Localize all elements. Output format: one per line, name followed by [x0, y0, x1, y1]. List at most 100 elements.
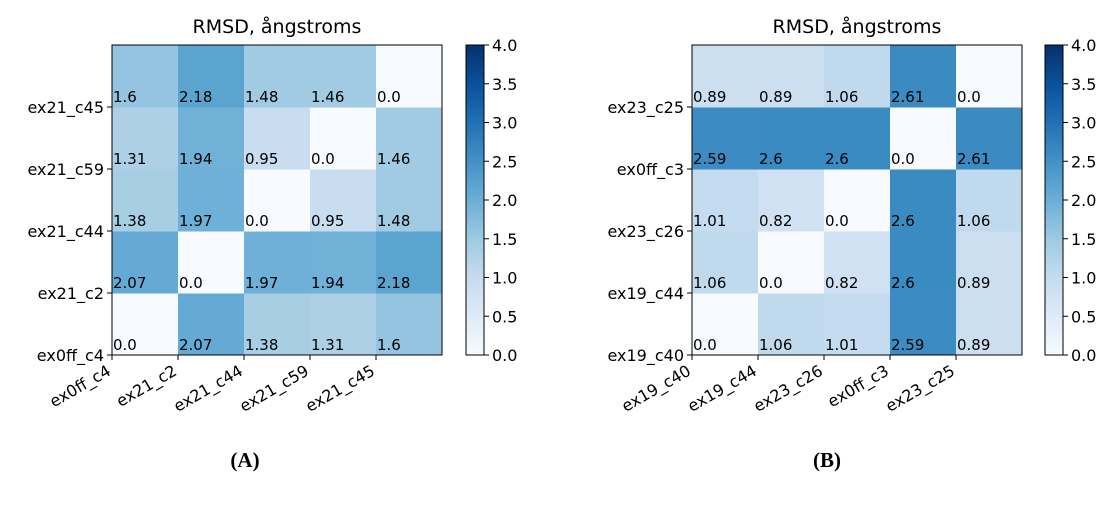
heatmap-cell-a-r0-c3: [310, 293, 377, 356]
colorbar-tick-label-a-3: 1.5: [492, 230, 517, 249]
x-tick-label-a-1: ex21_c2: [113, 361, 180, 412]
heatmap-cell-b-r1-c2: [824, 231, 891, 294]
cell-value-label-a-r4-c2: 1.48: [245, 88, 278, 106]
cell-value-label-b-r3-c2: 2.6: [825, 150, 849, 168]
colorbar-tick-label-b-3: 1.5: [1071, 230, 1096, 249]
heatmap-cell-b-r4-c0: [692, 45, 759, 108]
heatmap-cell-a-r4-c4: [376, 45, 443, 108]
cell-value-label-b-r2-c2: 0.0: [825, 212, 849, 230]
heatmap-cell-b-r1-c3: [890, 231, 957, 294]
cell-value-label-a-r2-c1: 1.97: [179, 212, 212, 230]
cell-value-label-a-r0-c3: 1.31: [311, 336, 344, 354]
cell-value-label-a-r3-c2: 0.95: [245, 150, 278, 168]
y-tick-label-a-1: ex21_c2: [38, 284, 104, 304]
cell-value-label-a-r2-c3: 0.95: [311, 212, 344, 230]
colorbar-b: [1044, 44, 1064, 356]
heatmap-cell-a-r0-c0: [112, 293, 179, 356]
heatmap-cell-b-r2-c2: [824, 169, 891, 232]
cell-value-label-a-r1-c4: 2.18: [377, 274, 410, 292]
cell-value-label-a-r1-c1: 0.0: [179, 274, 203, 292]
cell-value-label-b-r2-c0: 1.01: [693, 212, 726, 230]
heatmap-panel-a: 0.0 2.07 1.38 1.31 1.6 2.07 0.0 1.97 1.94 2.18 1.3…: [27, 15, 517, 417]
cell-value-label-b-r1-c3: 2.6: [891, 274, 915, 292]
heatmap-cell-b-r0-c3: [890, 293, 957, 356]
cell-value-label-a-r2-c4: 1.48: [377, 212, 410, 230]
colorbar-a: [465, 44, 485, 356]
heatmap-cell-a-r1-c3: [310, 231, 377, 294]
heatmap-cell-b-r0-c2: [824, 293, 891, 356]
heatmap-cell-b-r1-c0: [692, 231, 759, 294]
y-tick-label-a-0: ex0ff_c4: [37, 346, 104, 366]
cell-value-label-a-r0-c2: 1.38: [245, 336, 278, 354]
heatmap-cell-a-r2-c4: [376, 169, 443, 232]
heatmap-cell-b-r2-c4: [956, 169, 1023, 232]
cell-value-label-a-r4-c3: 1.46: [311, 88, 344, 106]
cell-value-label-b-r0-c3: 2.59: [891, 336, 924, 354]
heatmap-cell-b-r3-c2: [824, 107, 891, 170]
cell-value-label-b-r4-c4: 0.0: [957, 88, 981, 106]
cell-value-label-a-r1-c0: 2.07: [113, 274, 146, 292]
heatmap-panel-b: 0.0 1.06 1.01 2.59 0.89 1.06 0.0 0.82 2.6 0.89 1.0…: [607, 15, 1096, 417]
y-tick-label-b-2: ex23_c26: [607, 222, 684, 242]
heatmap-cell-a-r3-c0: [112, 107, 179, 170]
cell-value-label-a-r0-c1: 2.07: [179, 336, 212, 354]
heatmap-cell-b-r4-c1: [758, 45, 825, 108]
heatmap-cell-b-r4-c4: [956, 45, 1023, 108]
colorbar-tick-label-b-0: 0.0: [1071, 346, 1096, 365]
cell-value-label-a-r4-c4: 0.0: [377, 88, 401, 106]
x-tick-label-b-1: ex19_c44: [684, 361, 760, 417]
heatmap-cell-b-r3-c1: [758, 107, 825, 170]
heatmap-cell-b-r4-c3: [890, 45, 957, 108]
x-tick-label-b-2: ex23_c26: [750, 361, 826, 417]
colorbar-tick-label-a-8: 4.0: [492, 36, 517, 55]
heatmap-cell-a-r2-c1: [178, 169, 245, 232]
cell-value-label-a-r2-c0: 1.38: [113, 212, 146, 230]
chart-title-a: RMSD, ångstroms: [193, 15, 362, 38]
heatmap-cell-b-r1-c1: [758, 231, 825, 294]
chart-title-b: RMSD, ångstroms: [773, 15, 942, 38]
cell-value-label-b-r4-c3: 2.61: [891, 88, 924, 106]
y-tick-label-a-2: ex21_c44: [27, 222, 104, 242]
cell-value-label-a-r0-c4: 1.6: [377, 336, 401, 354]
cell-value-label-a-r4-c1: 2.18: [179, 88, 212, 106]
heatmap-cell-a-r2-c2: [244, 169, 311, 232]
heatmap-cell-b-r0-c1: [758, 293, 825, 356]
colorbar-tick-label-a-7: 3.5: [492, 75, 517, 94]
x-tick-label-a-4: ex21_c45: [302, 361, 378, 417]
cell-value-label-b-r1-c4: 0.89: [957, 274, 990, 292]
cell-value-label-a-r2-c2: 0.0: [245, 212, 269, 230]
cell-value-label-b-r4-c2: 1.06: [825, 88, 858, 106]
heatmap-cell-a-r4-c0: [112, 45, 179, 108]
colorbar-tick-label-b-2: 1.0: [1071, 269, 1096, 288]
colorbar-tick-label-b-7: 3.5: [1071, 75, 1096, 94]
heatmap-cell-a-r0-c1: [178, 293, 245, 356]
heatmap-cell-b-r0-c4: [956, 293, 1023, 356]
heatmap-cell-b-r3-c3: [890, 107, 957, 170]
heatmap-cell-a-r4-c3: [310, 45, 377, 108]
x-tick-label-b-4: ex23_c25: [882, 361, 958, 417]
cell-value-label-a-r0-c0: 0.0: [113, 336, 137, 354]
colorbar-tick-label-a-4: 2.0: [492, 191, 517, 210]
colorbar-tick-label-a-0: 0.0: [492, 346, 517, 365]
colorbar-tick-label-a-1: 0.5: [492, 307, 517, 326]
colorbar-tick-label-b-4: 2.0: [1071, 191, 1096, 210]
heatmap-cell-b-r4-c2: [824, 45, 891, 108]
panel-label-a: (A): [230, 448, 260, 472]
heatmap-cell-a-r3-c3: [310, 107, 377, 170]
cell-value-label-b-r0-c4: 0.89: [957, 336, 990, 354]
colorbar-tick-label-b-5: 2.5: [1071, 152, 1096, 171]
colorbar-tick-label-a-2: 1.0: [492, 269, 517, 288]
axes-frame-b: [691, 44, 1023, 356]
colorbar-tick-label-a-6: 3.0: [492, 114, 517, 133]
cell-value-label-b-r1-c1: 0.0: [759, 274, 783, 292]
y-tick-label-b-3: ex0ff_c3: [617, 160, 684, 180]
panel-label-b: (B): [813, 448, 841, 472]
x-tick-label-a-3: ex21_c59: [236, 361, 312, 417]
cell-value-label-b-r4-c1: 0.89: [759, 88, 792, 106]
cell-value-label-b-r1-c2: 0.82: [825, 274, 858, 292]
cell-value-label-a-r3-c0: 1.31: [113, 150, 146, 168]
cell-value-label-b-r2-c3: 2.6: [891, 212, 915, 230]
heatmap-cell-a-r3-c1: [178, 107, 245, 170]
y-tick-label-b-0: ex19_c40: [607, 346, 684, 366]
heatmap-cell-a-r1-c0: [112, 231, 179, 294]
